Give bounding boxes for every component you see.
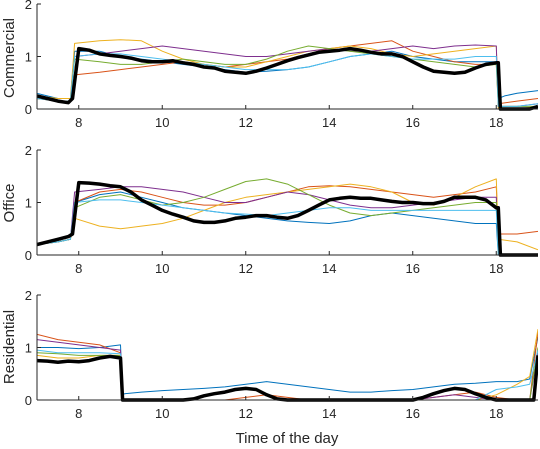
ylabel-commercial: Commercial xyxy=(1,18,18,98)
x-tick-label: 10 xyxy=(155,406,169,421)
series-line-1 xyxy=(37,336,538,396)
mean-line xyxy=(37,46,538,111)
x-tick-label: 10 xyxy=(155,261,169,276)
series-group xyxy=(37,178,538,257)
x-tick-label: 14 xyxy=(322,261,336,276)
y-tick-label: 1 xyxy=(25,341,32,356)
y-tick-label: 1 xyxy=(25,50,32,65)
xlabel: Time of the day xyxy=(236,430,339,447)
x-tick-label: 12 xyxy=(239,406,253,421)
x-tick-label: 14 xyxy=(322,406,336,421)
series-line-5 xyxy=(37,178,538,256)
series-line-2 xyxy=(37,185,538,245)
x-tick-label: 16 xyxy=(406,115,420,130)
x-tick-label: 8 xyxy=(75,115,82,130)
y-tick-label: 1 xyxy=(25,196,32,211)
y-tick-label: 0 xyxy=(25,393,32,408)
x-tick-label: 12 xyxy=(239,261,253,276)
y-tick-label: 0 xyxy=(25,248,32,263)
series-line-3 xyxy=(37,39,538,110)
x-tick-label: 16 xyxy=(406,406,420,421)
series-line-1 xyxy=(37,191,538,256)
series-line-3 xyxy=(37,178,538,251)
series-group xyxy=(37,39,538,111)
mean-line xyxy=(37,180,538,257)
series-line-5 xyxy=(37,45,538,107)
mean-line xyxy=(37,354,538,402)
x-tick-label: 8 xyxy=(75,261,82,276)
series-line-6 xyxy=(37,199,538,256)
y-tick-label: 2 xyxy=(25,143,32,158)
x-tick-label: 18 xyxy=(489,261,503,276)
y-tick-label: 2 xyxy=(25,288,32,303)
x-tick-label: 14 xyxy=(322,115,336,130)
y-tick-label: 2 xyxy=(25,0,32,12)
x-tick-label: 12 xyxy=(239,115,253,130)
y-tick-label: 0 xyxy=(25,102,32,117)
x-tick-label: 18 xyxy=(489,406,503,421)
series-group xyxy=(37,329,538,402)
ylabel-residential: Residential xyxy=(1,310,18,384)
series-line-4 xyxy=(37,44,538,107)
x-tick-label: 16 xyxy=(406,261,420,276)
x-tick-label: 8 xyxy=(75,406,82,421)
ylabel-office: Office xyxy=(1,184,18,223)
x-tick-label: 10 xyxy=(155,115,169,130)
x-tick-label: 18 xyxy=(489,115,503,130)
